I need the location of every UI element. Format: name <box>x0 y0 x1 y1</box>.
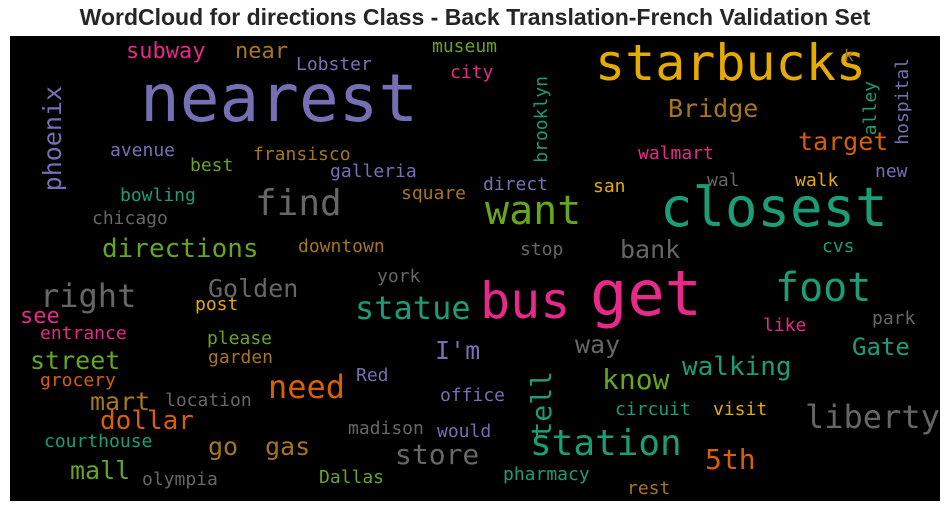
word-store: store <box>395 438 480 471</box>
word-location: location <box>165 390 252 411</box>
word-gas: gas <box>265 432 311 461</box>
word-chicago: chicago <box>92 208 168 229</box>
word-bowling: bowling <box>120 185 196 206</box>
word-visit: visit <box>713 399 768 420</box>
word-go: go <box>208 432 239 461</box>
word-bridge: Bridge <box>668 94 759 123</box>
word-galleria: galleria <box>330 161 417 182</box>
word-pharmacy: pharmacy <box>503 464 590 485</box>
word-cloud-canvas: nearest starbucks closest get bus foot w… <box>10 36 940 501</box>
word-square: square <box>401 183 467 204</box>
word-museum: museum <box>432 36 498 57</box>
word-get: get <box>590 257 702 330</box>
word-cvs: cvs <box>822 236 855 257</box>
word-post: post <box>195 294 239 315</box>
word-5th: 5th <box>705 443 756 476</box>
word-golden: Golden <box>208 274 299 303</box>
word-san: san <box>593 176 626 197</box>
word-subway: subway <box>126 39 206 64</box>
word-bank: bank <box>620 235 681 264</box>
word-see: see <box>20 304 60 329</box>
word-please: please <box>207 328 273 349</box>
word-avenue: avenue <box>110 140 176 161</box>
word-target: target <box>798 127 889 156</box>
word-tell: tell <box>525 371 558 439</box>
word-wal: wal <box>707 170 740 191</box>
word-grocery: grocery <box>40 370 116 391</box>
word-fransisco: fransisco <box>253 144 351 165</box>
word-city: city <box>450 62 494 83</box>
word-alley: alley <box>860 81 881 136</box>
word-direct: direct <box>483 174 549 195</box>
word-dollar: dollar <box>100 406 194 436</box>
word-know: know <box>602 363 670 396</box>
word-gate: Gate <box>852 333 910 361</box>
word-mart: mart <box>90 387 151 416</box>
word-walking: walking <box>682 352 792 382</box>
word-stop: stop <box>520 239 564 260</box>
word-brooklyn: brooklyn <box>531 76 552 163</box>
word-right: right <box>40 277 137 315</box>
word-walmart: walmart <box>638 143 714 164</box>
word-phoenix: phoenix <box>38 86 67 192</box>
word-new: new <box>875 161 908 182</box>
word-hospital: hospital <box>892 58 913 145</box>
word-find: find <box>255 183 342 224</box>
word-best: best <box>190 155 234 176</box>
word-olympia: olympia <box>142 469 218 490</box>
word-foot: foot <box>775 265 872 311</box>
word-courthouse: courthouse <box>44 431 153 452</box>
word-would: would <box>437 421 492 442</box>
word-station: station <box>530 423 682 464</box>
word-red: Red <box>356 365 389 386</box>
word-way: way <box>575 330 621 359</box>
word-like: like <box>763 315 807 336</box>
word-bus: bus <box>480 272 571 330</box>
word-liberty: liberty <box>805 398 940 436</box>
word-dallas: Dallas <box>319 467 385 488</box>
word-near: near <box>235 39 288 64</box>
word-circuit: circuit <box>615 399 691 420</box>
word-entrance: entrance <box>40 323 127 344</box>
chart-title: WordCloud for directions Class - Back Tr… <box>79 4 871 30</box>
word-downtown: downtown <box>298 236 385 257</box>
word-office: office <box>440 385 506 406</box>
word-statue: statue <box>355 289 471 327</box>
word-k: k <box>844 46 854 65</box>
word-walk: walk <box>795 170 839 191</box>
word-garden: garden <box>208 347 274 368</box>
word-lobster: Lobster <box>296 54 372 75</box>
word-street: street <box>30 346 121 375</box>
word-need: need <box>268 368 346 406</box>
word-im: I'm <box>435 336 481 365</box>
word-rest: rest <box>627 478 671 499</box>
word-york: york <box>377 266 421 287</box>
word-closest: closest <box>660 176 888 239</box>
word-starbucks: starbucks <box>595 36 866 92</box>
word-mall: mall <box>70 456 131 485</box>
word-directions: directions <box>102 234 259 264</box>
word-park: park <box>872 308 916 329</box>
word-nearest: nearest <box>140 60 419 137</box>
word-want: want <box>485 188 582 234</box>
word-madison: madison <box>348 418 424 439</box>
